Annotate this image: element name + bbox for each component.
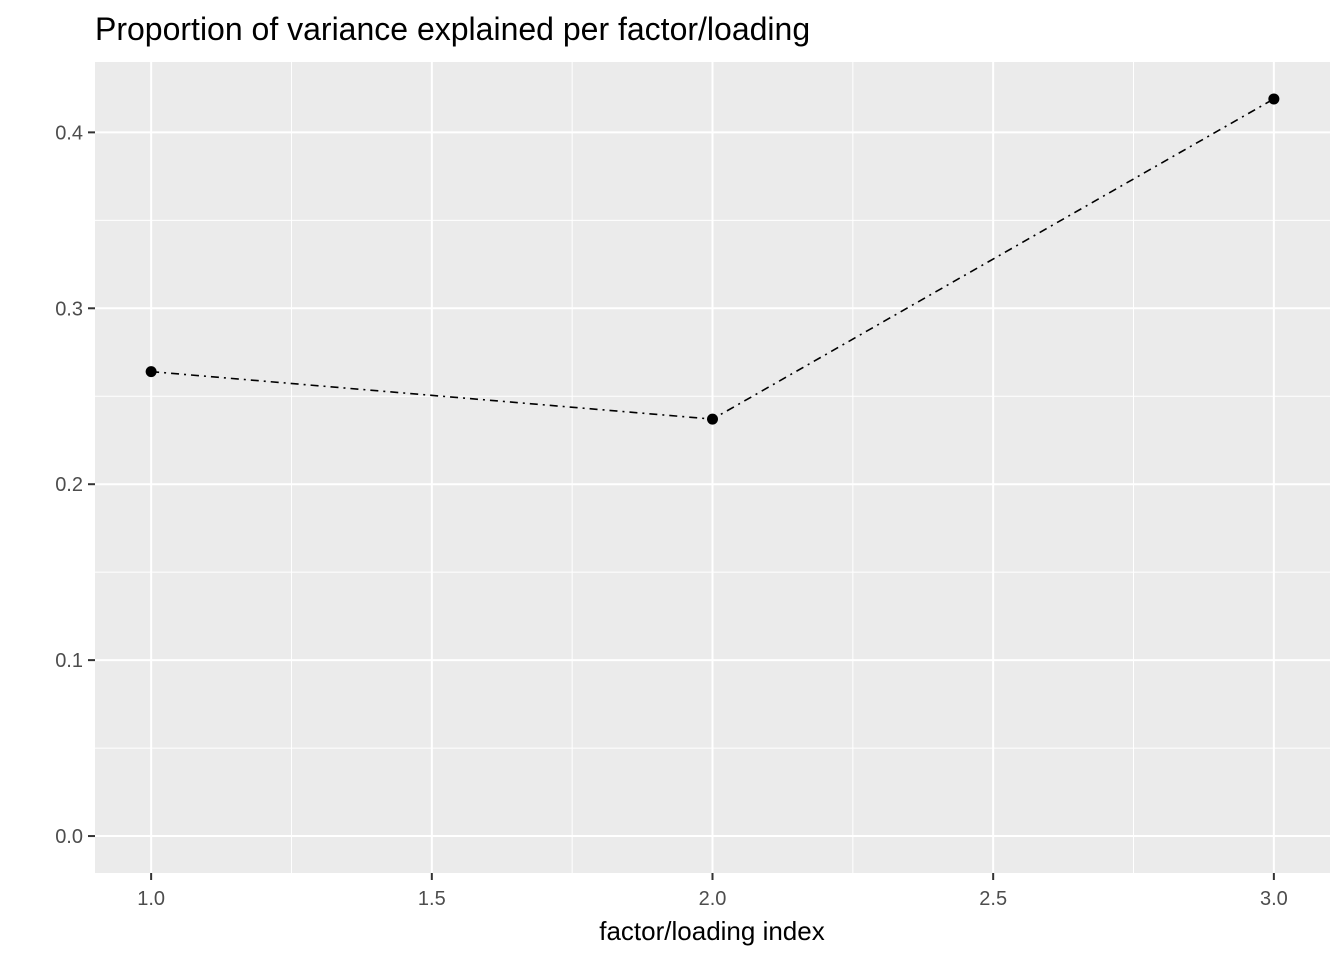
x-tick-label: 2.5 (979, 888, 1007, 910)
data-point (145, 366, 157, 378)
points-layer (145, 93, 1280, 425)
y-tick-label: 0.3 (55, 298, 83, 320)
x-tick-label: 2.0 (699, 888, 727, 910)
y-tick-label: 0.1 (55, 650, 83, 672)
y-tick-label: 0.0 (55, 826, 83, 848)
x-axis-ticks: 1.0 1.5 2.0 2.5 3.0 (137, 873, 1288, 910)
data-point (1268, 93, 1280, 105)
data-point (707, 413, 718, 425)
y-tick-label: 0.2 (55, 474, 83, 496)
x-tick-label: 1.5 (418, 888, 446, 910)
major-gridlines (95, 62, 1330, 873)
y-tick-label: 0.4 (55, 122, 83, 144)
chart-title: Proportion of variance explained per fac… (95, 11, 810, 47)
y-axis-ticks: 0.0 0.1 0.2 0.3 0.4 (55, 122, 95, 848)
x-tick-label: 3.0 (1260, 888, 1288, 910)
x-axis-title: factor/loading index (599, 916, 824, 946)
x-tick-label: 1.0 (137, 888, 165, 910)
